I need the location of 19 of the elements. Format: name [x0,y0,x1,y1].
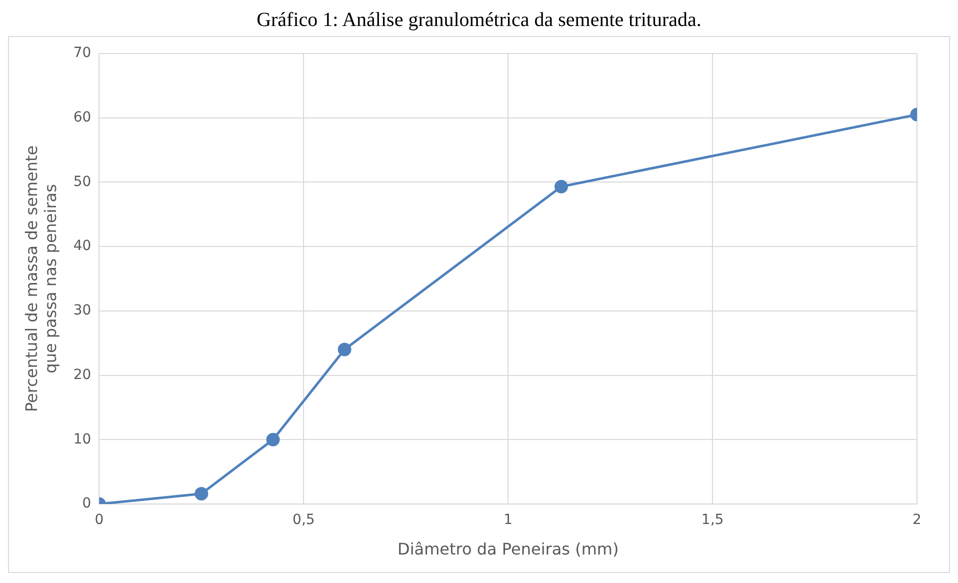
x-tick-label: 0,5 [292,512,315,528]
y-tick-label: 50 [73,174,92,190]
x-tick-label: 0 [94,512,104,528]
y-axis-title: Percentual de massa de semente que passa nas peneiras [22,145,60,412]
y-tick-label: 60 [73,109,92,126]
y-tick-label: 20 [73,366,92,383]
x-axis-title: Diâmetro da Peneiras (mm) [397,540,619,559]
x-tick-label: 2 [912,512,922,528]
x-tick-label: 1 [504,512,513,528]
chart-title: Gráfico 1: Análise granulométrica da semente triturada. [256,8,702,32]
point [266,432,280,446]
point [338,342,352,356]
x-tick-label: 1,5 [701,512,724,528]
y-tick-label: 10 [73,431,92,448]
y-tick-label: 30 [73,302,92,319]
y-tick-label: 70 [73,45,92,62]
y-tick-label: 40 [73,238,92,254]
y-tick-label: 0 [82,496,92,512]
point [194,486,208,500]
